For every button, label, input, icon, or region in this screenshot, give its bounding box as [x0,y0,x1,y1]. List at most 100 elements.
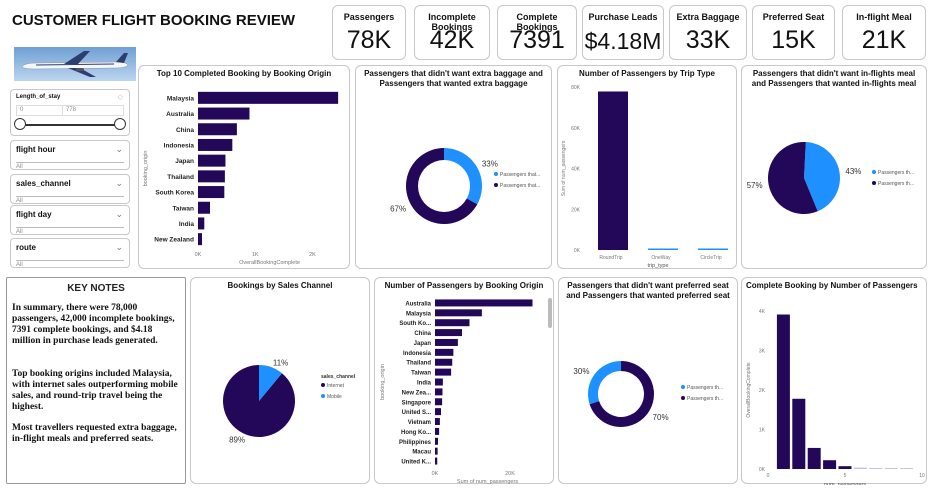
slicer-value: All [16,198,23,204]
bar [198,123,237,136]
bar-category-label: Macau [412,450,431,456]
bar-category-label: Vietnam [408,420,431,426]
y-tick-label: 0K [574,248,581,254]
kpi-card-passengers: Passengers 78K [332,5,406,60]
y-axis-label: OverallBookingComplete [746,362,752,418]
kpi-value: $4.18M [584,28,662,54]
panel-title: Complete Booking by Number of Passengers [746,281,918,290]
x-tick-label: 0K [195,252,202,258]
key-notes-title: KEY NOTES [67,283,125,294]
legend-marker [494,183,498,187]
key-notes-paragraph: In summary, there were 78,000 passengers… [12,303,175,346]
legend-label: Passengers that... [500,172,540,178]
key-notes-paragraph: Top booking origins included Malaysia, w… [12,369,178,412]
eraser-icon[interactable]: ◇ [117,94,123,101]
bar-category-label: Australia [405,301,431,307]
x-axis-label: OverallBookingComplete [239,260,300,266]
bar-category-label: Indonesia [164,142,195,149]
bar-category-label: India [417,381,432,387]
bar-category-label: South Ko... [399,321,431,327]
flight-hour-slicer[interactable]: flight hour ⌄ All [10,140,130,170]
slider-handle-max[interactable] [114,118,126,130]
kpi-card-complete-bookings: Complete Bookings 7391 [497,5,577,60]
kpi-card-incomplete-bookings: Incomplete Bookings 42K [414,5,490,60]
pie-slice [223,365,295,437]
bar [435,388,443,396]
bar [869,468,883,469]
num-passengers-panel: Complete Booking by Number of Passengers… [741,277,927,485]
y-tick-label: 2K [759,388,766,394]
kpi-value: 7391 [509,26,565,54]
kpi-card-purchase-leads: Purchase Leads $4.18M [582,5,664,60]
panel-title: Top 10 Completed Booking by Booking Orig… [156,69,332,78]
bar [198,154,226,167]
slicer-label: flight hour [16,145,56,154]
baggage-donut-chart: 33% 67% Passengers that... Passengers that.… [390,148,540,225]
max-input[interactable]: 778 [62,105,124,116]
legend-marker [681,385,685,389]
bar-category-label: United S... [402,410,432,416]
legend-label: Internet [327,383,345,389]
x-axis-label: Sum of num_passengers [457,479,518,485]
pie-slice [768,142,818,214]
bar-category-label: Thailand [406,361,431,367]
bar [198,170,225,183]
pie-slice [588,361,621,405]
bar-category-label: Hong Ko... [401,430,431,436]
pie-slice [804,142,840,212]
y-axis-label: booking_origin [143,151,149,187]
y-tick-label: 3K [759,349,766,355]
chevron-down-icon[interactable]: ⌄ [115,178,123,188]
y-tick-label: 40K [571,167,581,173]
airplane-image [14,47,136,81]
pie-slice [589,361,654,427]
route-slicer[interactable]: route ⌄ All [10,238,130,268]
sales-channel-panel: Bookings by Sales Channel 89% 11% sales_ch… [190,277,370,484]
kpi-label: Passengers [343,12,395,22]
sales-channel-slicer[interactable]: sales_channel ⌄ All [10,174,130,204]
y-tick-label: 20K [571,207,581,213]
legend-label: Passengers th... [878,170,914,176]
bar-category-label: New Zealand [154,237,194,244]
legend-label: Passengers th... [687,396,723,402]
slicer-label: route [16,243,36,252]
x-tick-label: 5 [844,473,847,479]
y-axis-label: booking_origin [380,364,386,400]
bar [435,299,533,307]
chevron-down-icon[interactable]: ⌄ [115,242,123,252]
bar-category-label: Malaysia [406,311,432,317]
num-passengers-chart: 0K 1K 2K 3K 4K 0 5 10 OverallBookingComplete num_… [746,309,925,485]
bar [435,378,443,386]
bar [823,460,837,469]
bar [435,358,453,366]
length-of-stay-slicer: Length_of_stay ◇ 0 778 [10,89,130,136]
kpi-label: Extra Baggage [676,12,740,22]
bar [807,447,821,469]
bar [435,329,462,337]
bar [435,418,440,426]
slicer-label: flight day [16,210,52,219]
legend-marker [681,396,685,400]
min-input[interactable]: 0 [16,105,63,116]
pie-data-label: 11% [273,358,288,367]
chevron-down-icon[interactable]: ⌄ [115,144,123,154]
booking-origin-panel: Number of Passengers by Booking Origin A… [374,277,554,485]
bar [900,468,914,469]
top10-origin-chart: Malaysia Australia China Indonesia Japan Thai… [143,91,339,266]
x-tick-label: 1K [252,252,259,258]
chevron-down-icon[interactable]: ⌄ [115,209,123,219]
flight-day-slicer[interactable]: flight day ⌄ All [10,205,130,235]
bar [435,398,443,406]
kpi-value: 42K [429,26,475,54]
key-notes-panel: KEY NOTES In summary, there were 78,000 … [6,277,186,484]
bar [198,138,233,151]
scrollbar[interactable] [548,298,552,328]
bar [435,437,438,445]
booking-origin-chart: Australia Malaysia South Ko... China Japan In… [380,299,533,485]
pie-data-label: 67% [390,204,406,213]
y-tick-label: 0K [759,467,766,473]
slider-handle-min[interactable] [14,118,26,130]
bar [435,427,440,435]
x-tick-label: 10 [919,473,925,479]
bar [198,201,211,214]
